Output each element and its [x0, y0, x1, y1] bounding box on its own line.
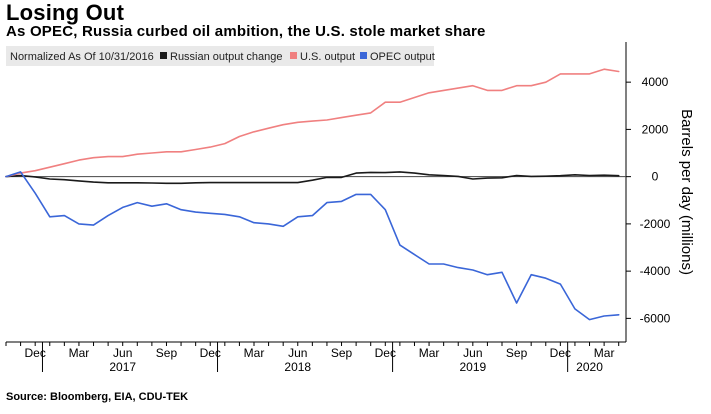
x-tick-label: Dec	[200, 346, 221, 360]
x-tick-label: Dec	[375, 346, 396, 360]
legend-swatch-opec	[360, 52, 367, 59]
y-tick-label: -6000	[640, 311, 671, 325]
source-note: Source: Bloomberg, EIA, CDU-TEK	[6, 391, 189, 403]
x-tick-label: Dec	[25, 346, 46, 360]
x-tick-label: Jun	[463, 346, 482, 360]
x-tick-label: Mar	[244, 346, 265, 360]
x-tick-label: Sep	[156, 346, 178, 360]
y-tick-label: 4000	[642, 75, 669, 89]
series-line-opec	[5, 171, 620, 321]
legend-entry-russia: Russian output change	[170, 51, 283, 63]
plot-area: 4000 2000 0 -2000 -4000 -6000 Dec Mar Jun Sep Dec M…	[5, 42, 671, 374]
legend-note: Normalized As Of 10/31/2016	[10, 51, 154, 63]
chart-title: Losing Out	[6, 0, 125, 25]
x-tick-label: Dec	[550, 346, 571, 360]
x-tick-label: Mar	[69, 346, 90, 360]
legend-background	[6, 46, 434, 66]
legend-swatch-russia	[160, 52, 167, 59]
x-year-label: 2019	[459, 360, 486, 374]
x-year-label: 2017	[109, 360, 136, 374]
chart-subtitle: As OPEC, Russia curbed oil ambition, the…	[6, 23, 486, 40]
x-year-label: 2020	[576, 360, 603, 374]
x-tick-label: Mar	[594, 346, 615, 360]
series-line-us	[5, 68, 620, 178]
x-year-label: 2018	[284, 360, 311, 374]
legend-entry-opec: OPEC output	[370, 51, 435, 63]
y-tick-label: -4000	[640, 264, 671, 278]
legend-swatch-us	[290, 52, 297, 59]
x-tick-label: Sep	[331, 346, 353, 360]
y-tick-label: -2000	[640, 217, 671, 231]
x-tick-label: Jun	[113, 346, 132, 360]
x-tick-label: Jun	[288, 346, 307, 360]
chart-legend: Normalized As Of 10/31/2016 Russian outp…	[6, 46, 435, 66]
y-tick-label: 2000	[642, 122, 669, 136]
x-tick-label: Sep	[506, 346, 528, 360]
y-tick-label: 0	[652, 170, 659, 184]
y-axis-label: Barrels per day (millions)	[678, 109, 695, 275]
x-tick-label: Mar	[419, 346, 440, 360]
series-line-russia	[5, 171, 620, 185]
legend-entry-us: U.S. output	[300, 51, 355, 63]
